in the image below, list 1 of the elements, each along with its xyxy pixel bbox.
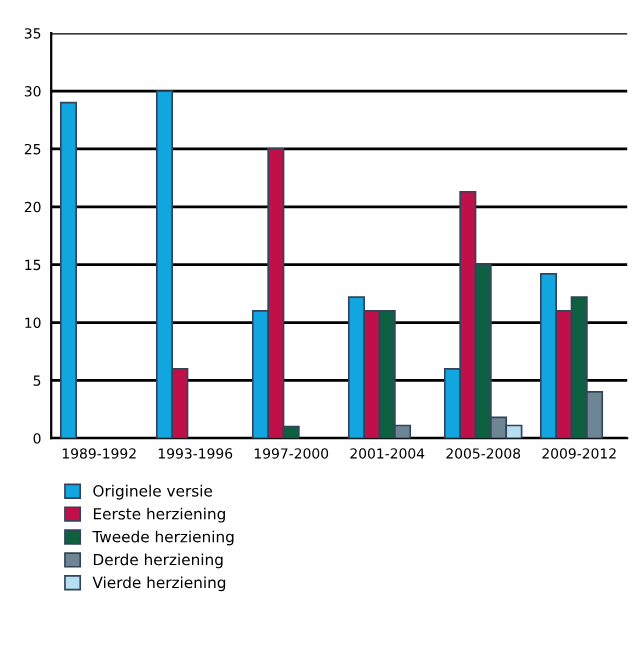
bar bbox=[59, 101, 77, 439]
